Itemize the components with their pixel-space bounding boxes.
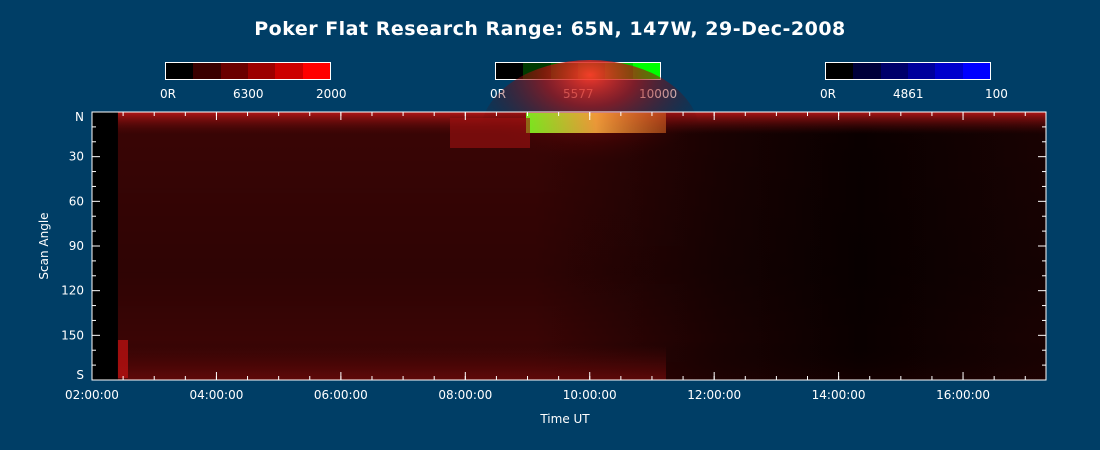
colorbar-6300-max-label: 2000 [316, 87, 347, 101]
colorbar-6300-min-label: 0R [160, 87, 176, 101]
x-tick-label: 12:00:00 [687, 388, 741, 402]
colorbar-segment [962, 63, 990, 79]
aurora-bottom-band [116, 345, 666, 380]
colorbar-segment [880, 63, 908, 79]
y-tick-label: 90 [69, 239, 84, 253]
colorbar-segment [826, 63, 854, 79]
colorbar-segment [166, 63, 194, 79]
colorbar-segment [247, 63, 276, 79]
colorbar-segment [907, 63, 936, 79]
colorbar-segment [275, 63, 303, 79]
y-tick-label: 150 [61, 328, 84, 342]
x-tick-label: 08:00:00 [438, 388, 492, 402]
colorbar-segment [496, 63, 524, 79]
colorbar-segment [193, 63, 221, 79]
colorbar-4861-max-label: 100 [985, 87, 1008, 101]
colorbar-6300 [165, 62, 331, 80]
colorbar-4861-min-label: 0R [820, 87, 836, 101]
colorbar-6300-mid-label: 6300 [233, 87, 264, 101]
aurora-main-arc [480, 60, 700, 210]
x-tick-label: 10:00:00 [563, 388, 617, 402]
y-tick-label: 120 [61, 284, 84, 298]
x-tick-label: 02:00:00 [65, 388, 119, 402]
x-tick-label: 14:00:00 [812, 388, 866, 402]
colorbar-segment [935, 63, 963, 79]
y-axis-title: Scan Angle [37, 212, 51, 279]
y-tick-label: S [76, 368, 84, 382]
aurora-north-glow [450, 118, 530, 148]
y-tick-label: 30 [69, 150, 84, 164]
colorbar-4861-mid-label: 4861 [893, 87, 924, 101]
x-axis-title: Time UT [539, 412, 590, 426]
aurora-green-band [526, 113, 666, 133]
colorbar-4861 [825, 62, 991, 80]
colorbar-segment [220, 63, 248, 79]
colorbar-segment [853, 63, 881, 79]
aurora-start-edge [116, 340, 128, 378]
chart-title: Poker Flat Research Range: 65N, 147W, 29… [254, 18, 846, 40]
y-tick-label: N [75, 110, 84, 124]
x-tick-label: 04:00:00 [189, 388, 243, 402]
y-tick-label: 60 [69, 194, 84, 208]
x-tick-label: 16:00:00 [936, 388, 990, 402]
colorbar-segment [302, 63, 330, 79]
x-tick-label: 06:00:00 [314, 388, 368, 402]
